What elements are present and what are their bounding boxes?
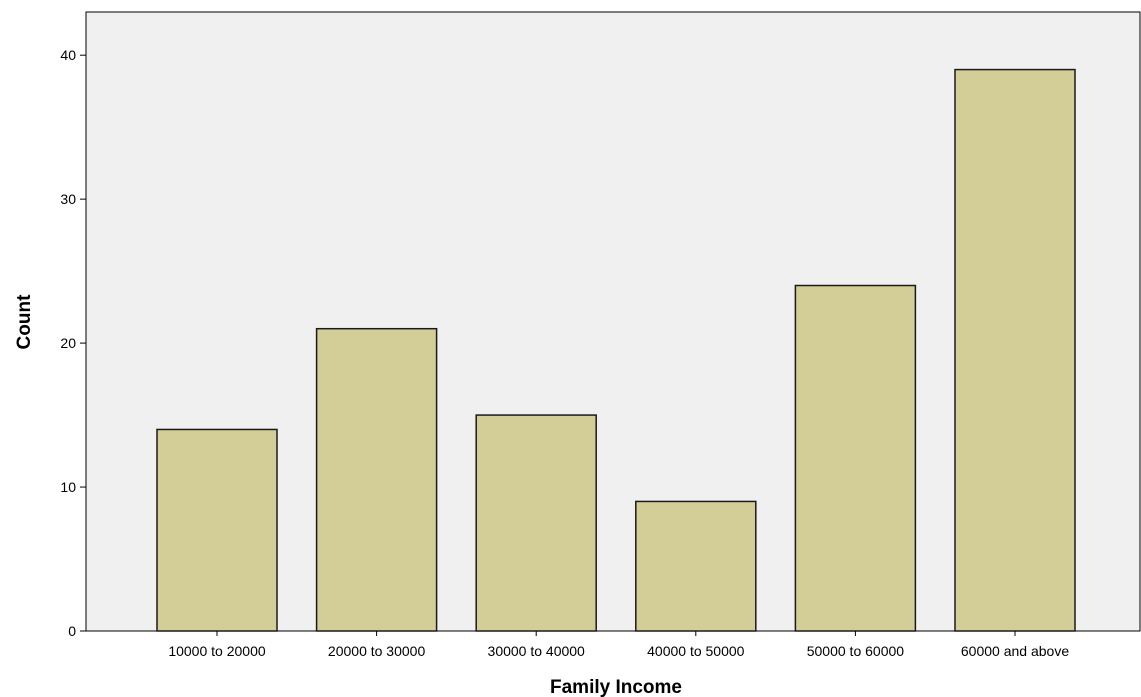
y-tick-label: 30 (60, 191, 76, 207)
y-tick-label: 40 (60, 47, 76, 63)
x-axis-title: Family Income (550, 677, 682, 697)
bar (475, 414, 597, 632)
x-tick-label: 20000 to 30000 (328, 643, 426, 659)
y-tick-label: 10 (60, 479, 76, 495)
y-tick-label: 20 (60, 335, 76, 351)
bar (794, 284, 917, 632)
x-tick-label: 60000 and above (961, 643, 1069, 659)
x-tick-label: 30000 to 40000 (488, 643, 586, 659)
bar (635, 500, 757, 632)
x-tick-label: 10000 to 20000 (168, 643, 266, 659)
x-tick-label: 50000 to 60000 (807, 643, 905, 659)
bar (315, 327, 438, 632)
x-tick-label: 40000 to 50000 (647, 643, 745, 659)
bar (954, 68, 1076, 632)
y-axis-ticks: 0 10 20 30 40 (60, 47, 86, 639)
bars (156, 68, 1076, 632)
y-axis-title: Count (14, 294, 35, 350)
bar (156, 428, 278, 632)
x-axis-tick-labels: 10000 to 20000 20000 to 30000 30000 to 400… (168, 631, 1069, 659)
y-tick-label: 0 (68, 623, 76, 639)
